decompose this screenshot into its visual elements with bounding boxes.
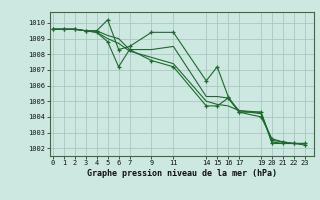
X-axis label: Graphe pression niveau de la mer (hPa): Graphe pression niveau de la mer (hPa): [87, 169, 276, 178]
